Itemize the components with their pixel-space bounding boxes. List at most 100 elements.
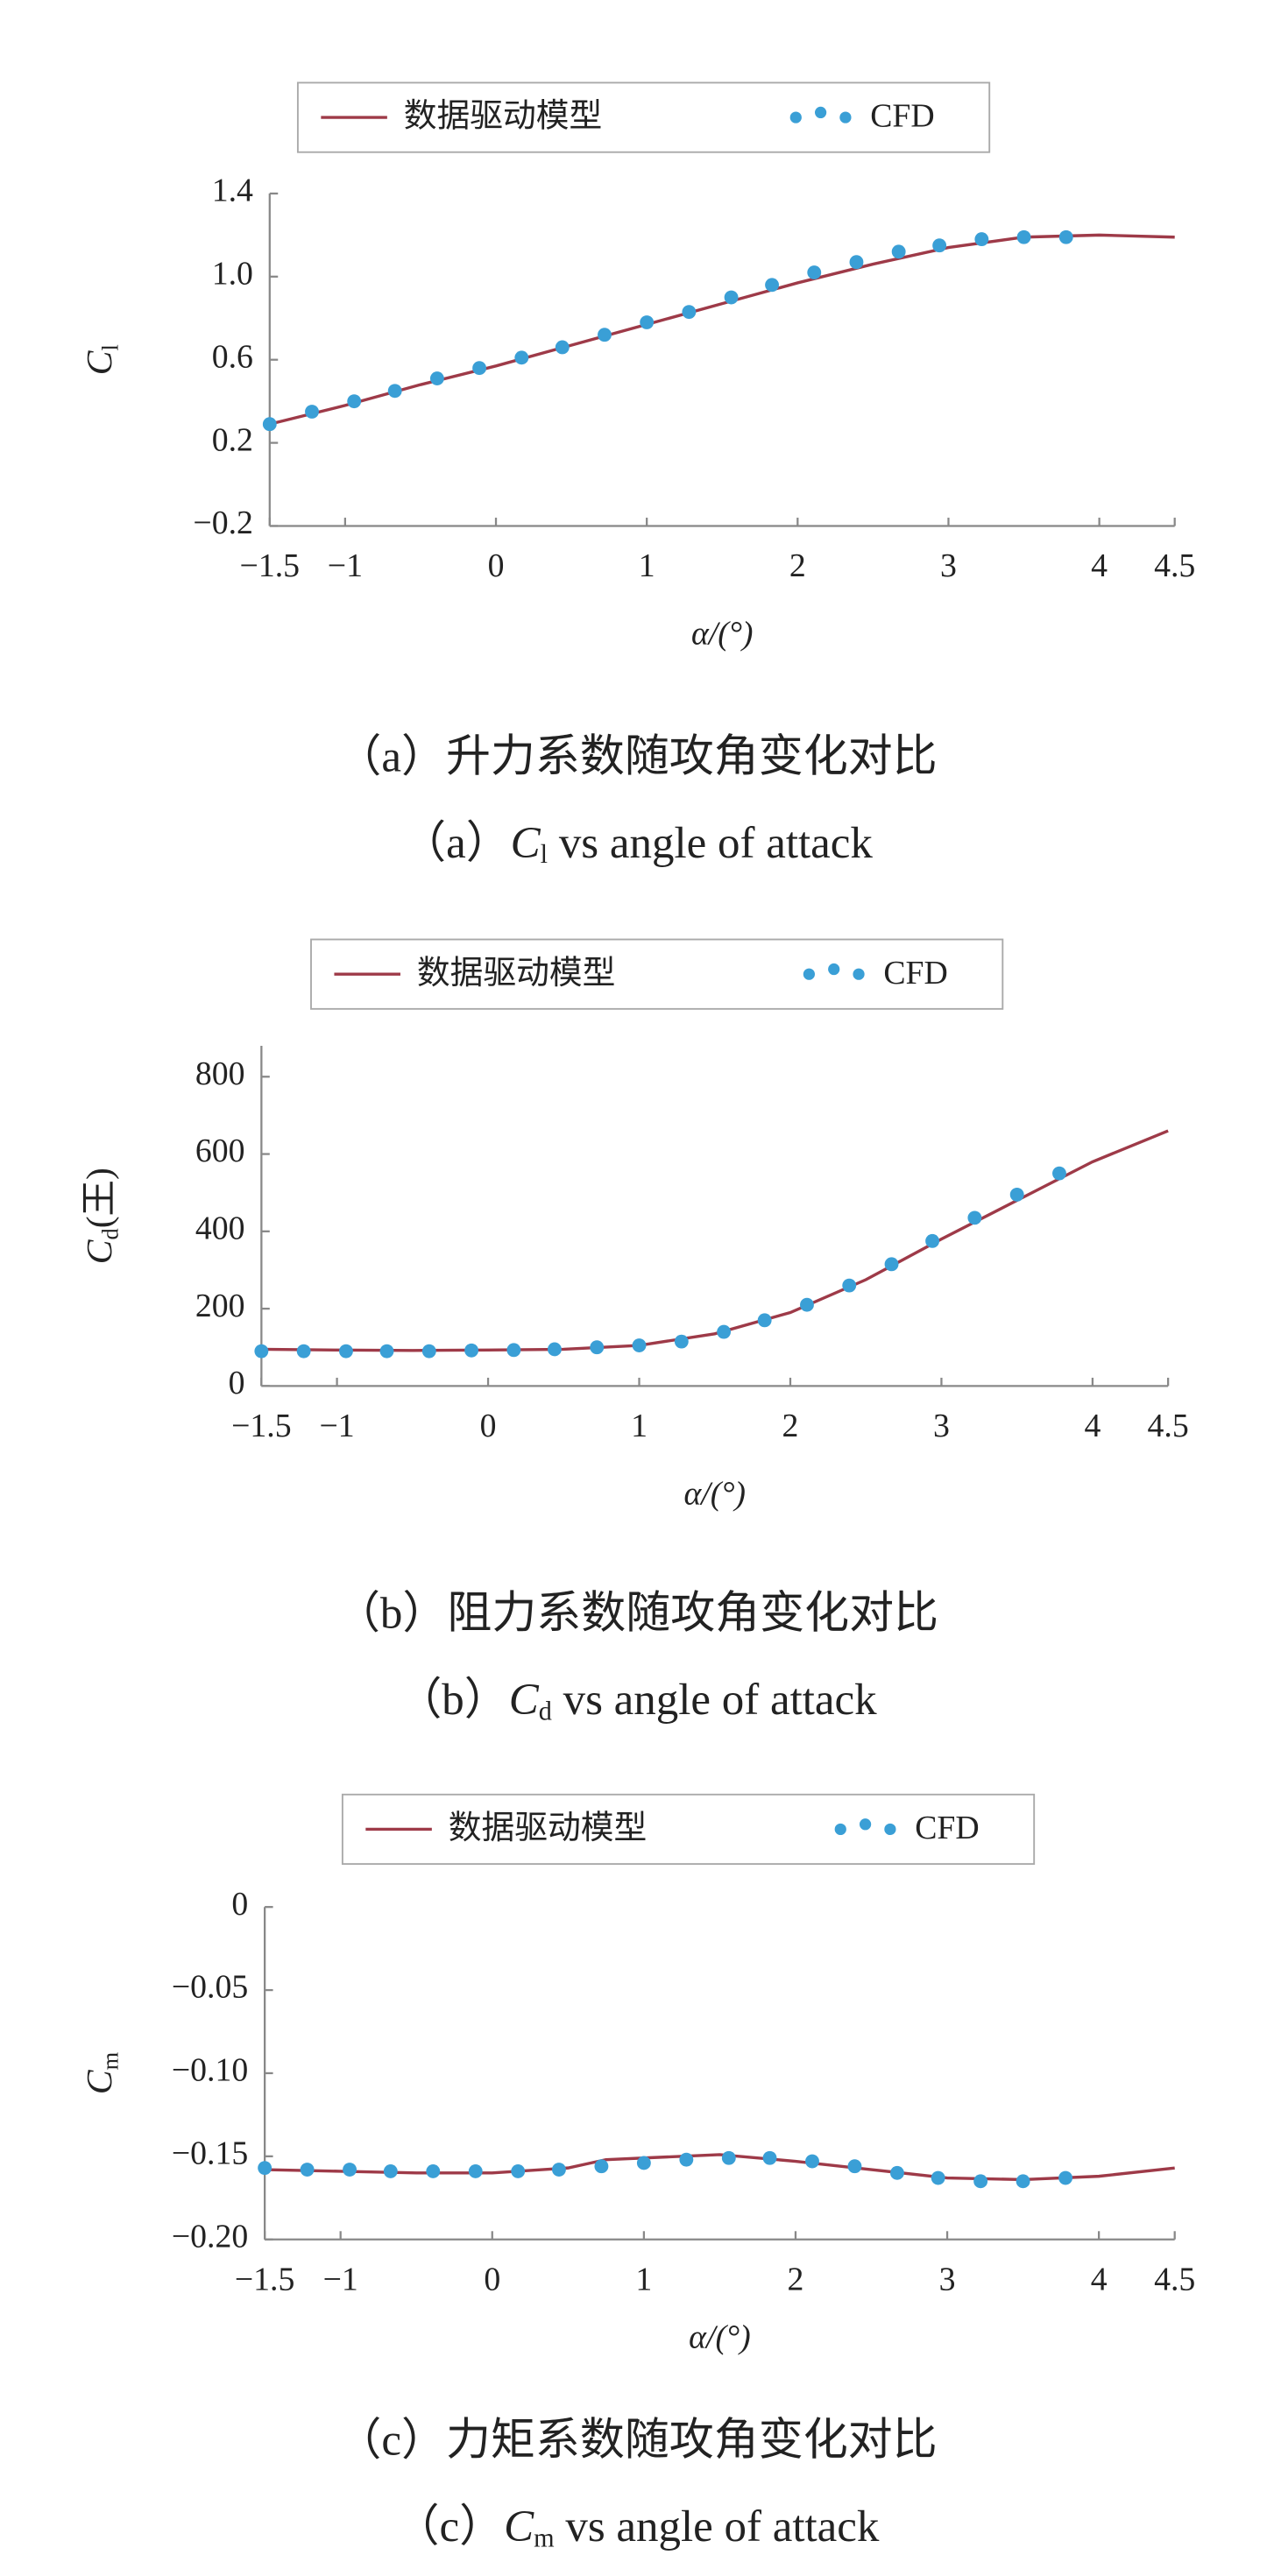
cfd-point [1016,229,1031,244]
y-tick-label: −0.15 [172,2135,248,2172]
caption-prefix: （c） [395,2502,505,2551]
y-tick-label: −0.2 [193,505,252,541]
x-tick-label: 1 [635,2262,652,2298]
cfd-point [636,2156,651,2170]
x-tick-label: 4.5 [1148,1408,1189,1444]
x-tick-label: 0 [488,547,505,584]
y-label-subscript: d [96,1228,123,1239]
cfd-point [387,384,402,399]
cfd-point [548,1342,562,1357]
cfd-point [724,290,739,305]
x-tick-label: 4 [1084,1408,1101,1444]
cfd-point [555,340,570,355]
cfd-point [890,2165,904,2180]
y-axis-label: Cd(王) [79,1168,124,1264]
cfd-point [974,232,989,247]
y-label-symbol: C [79,2069,119,2094]
caption-symbol: C [509,1676,540,1725]
legend-label: 数据驱动模型 [417,955,615,992]
x-tick-label: −1 [320,1408,355,1444]
model-line [265,2153,1175,2182]
caption-cn: （b）阻力系数随攻角变化对比 [336,1589,938,1638]
x-axis-label: α/(°) [689,2319,751,2356]
cfd-point [552,2163,566,2177]
cfd-point [674,1334,689,1349]
caption-text: vs angle of attack [552,1676,877,1725]
legend-label: 数据驱动模型 [404,98,603,135]
cfd-point [679,2152,694,2167]
y-tick-label: 400 [195,1210,245,1246]
cfd-point [468,2163,483,2178]
x-tick-label: −1 [323,2262,358,2298]
cfd-point [925,1233,940,1248]
caption-text: vs angle of attack [555,2502,880,2551]
caption-prefix: （b） [397,1676,508,1725]
cfd-point [300,2163,315,2177]
legend-label: CFD [915,1810,979,1846]
cfd-point [932,238,947,253]
legend-dot [828,963,840,976]
cfd-point [511,2163,526,2178]
cfd-point [682,305,697,320]
cfd-point [800,1297,814,1312]
cfd-point [717,1324,732,1339]
cfd-point [383,2163,398,2178]
legend-dot [839,111,852,124]
y-tick-label: 0 [229,1365,245,1401]
x-tick-label: 4.5 [1154,2262,1195,2298]
caption-subscript: m [534,2523,555,2552]
y-tick-label: 1.0 [212,255,253,292]
legend-dot [859,1818,872,1831]
x-tick-label: 4 [1091,547,1108,584]
model-line [269,233,1175,426]
caption-prefix: （a） [401,819,511,868]
x-tick-label: 2 [789,547,806,584]
x-tick-label: 0 [480,1408,497,1444]
cfd-point [594,2159,609,2174]
legend-label: 数据驱动模型 [449,1810,648,1846]
y-tick-label: 1.4 [212,173,253,209]
caption-subscript: l [541,839,548,869]
legend-box [296,81,991,153]
x-tick-label: 3 [939,2262,956,2298]
caption-en: （a）Cl vs angle of attack [401,819,873,870]
cfd-point [891,244,906,259]
legend-label: CFD [870,98,934,135]
caption-en: （b）Cd vs angle of attack [397,1676,877,1726]
cfd-point [973,2174,988,2189]
cfd-point [632,1338,647,1352]
x-tick-label: 3 [940,547,957,584]
cfd-point [762,2150,777,2165]
cfd-point [807,265,822,280]
y-tick-label: 200 [195,1288,245,1324]
caption-symbol: C [511,819,541,868]
caption-subscript: d [539,1696,552,1726]
cfd-point [464,1343,479,1358]
legend-box [341,1793,1036,1866]
y-tick-label: −0.10 [172,2052,248,2089]
cfd-point [343,2163,357,2177]
legend-dot [853,968,865,980]
cfd-point [429,371,444,385]
x-tick-label: 2 [782,1408,799,1444]
cfd-point [506,1343,521,1358]
x-axis-label: α/(°) [691,616,754,653]
cfd-point [1009,1187,1024,1202]
x-axis-label: α/(°) [683,1476,746,1513]
cfd-point [931,2170,945,2185]
y-tick-label: −0.05 [172,1969,248,2006]
cfd-point [884,1257,899,1272]
cfd-point [514,350,529,365]
x-tick-label: 1 [639,547,655,584]
cfd-point [640,315,655,329]
cfd-point [305,405,319,419]
cfd-point [421,1344,436,1359]
x-tick-label: 4.5 [1154,547,1195,584]
y-tick-label: 600 [195,1133,245,1169]
cfd-point [765,278,779,293]
cfd-point [757,1313,772,1328]
y-axis-label: Cm [79,2051,124,2094]
y-tick-label: 0.2 [212,421,253,458]
legend-dot [803,968,815,980]
